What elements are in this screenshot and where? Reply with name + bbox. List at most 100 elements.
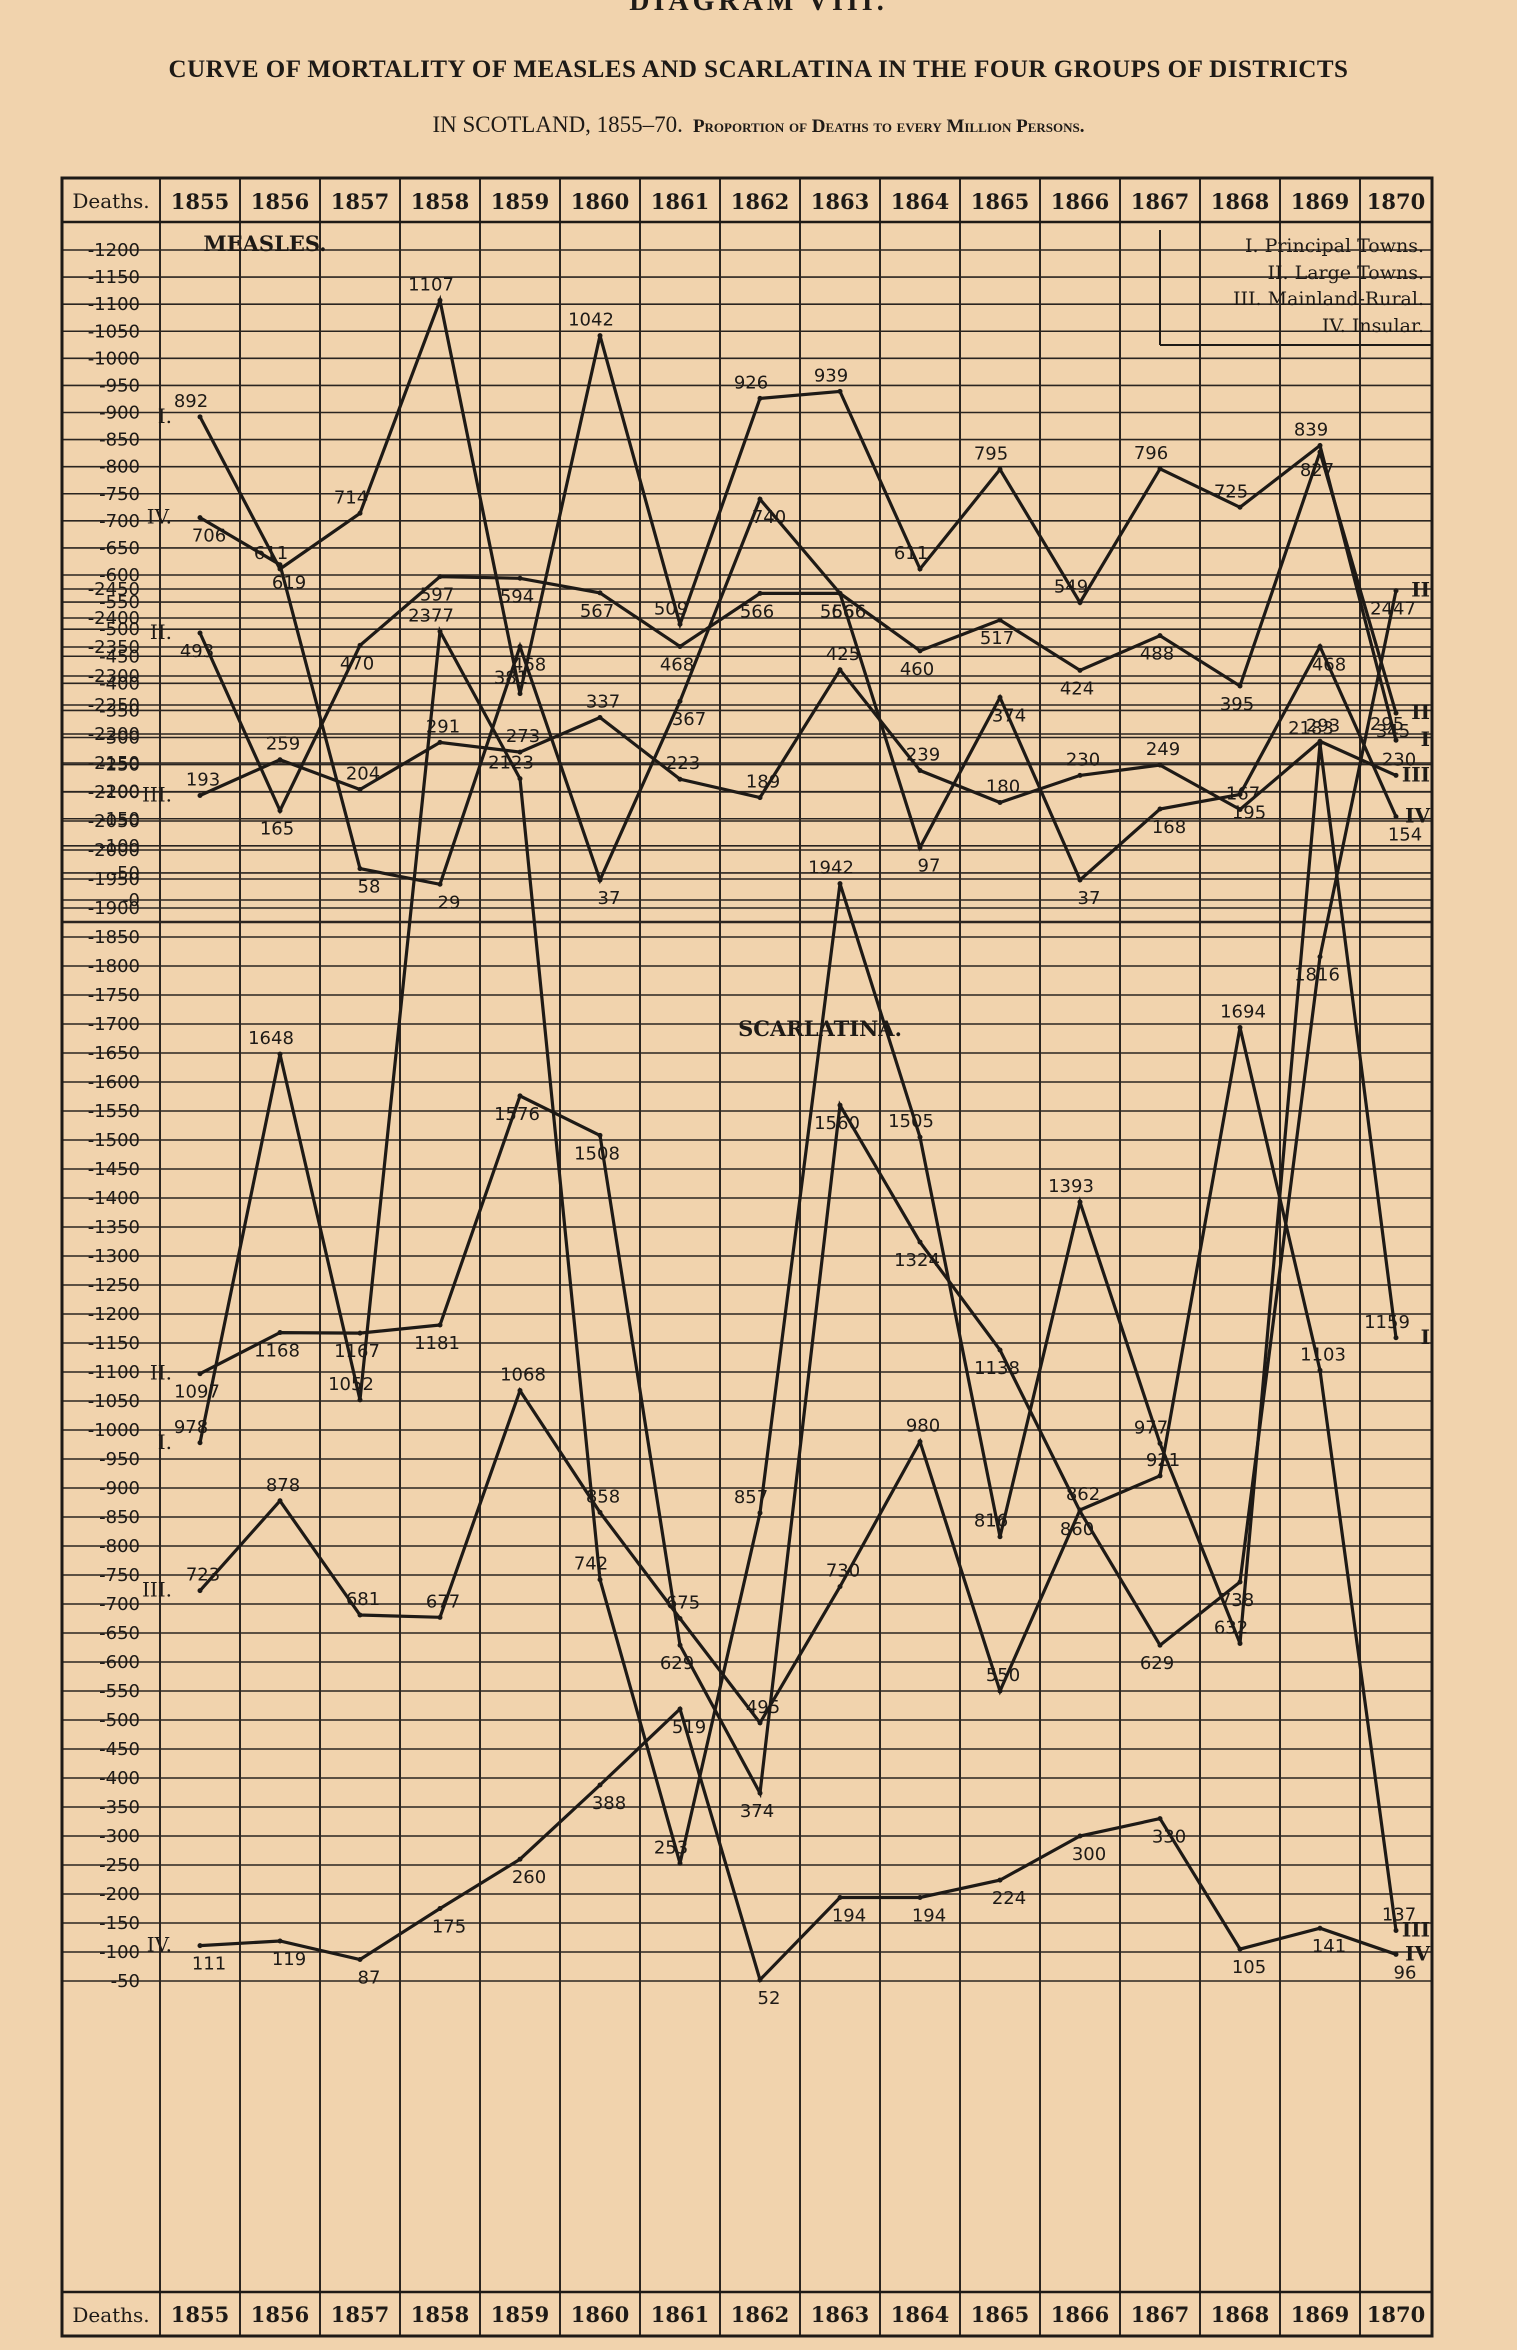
y-tick-label: -2450 [88,579,140,600]
y-tick-label: -1650 [88,1043,140,1064]
data-point [837,1584,843,1590]
data-label: 714 [334,487,368,508]
data-label: 470 [340,653,374,674]
data-point [597,1577,603,1583]
y-tick-label: -800 [99,1536,140,1557]
data-point [757,1790,763,1796]
data-label: 619 [272,573,306,594]
data-point [277,562,283,568]
measles-series-IV: 706 619 58 29 468 37 367 740 566 97 374 37 168 195 468… [147,496,1430,913]
scarlatina-line-III [198,1027,1398,1931]
year-header-label: 1858 [411,189,469,214]
data-label: 677 [426,1591,460,1612]
year-footer-label: 1863 [811,2302,869,2327]
legend: I. Principal Towns. II. Large Towns. III. … [1159,230,1432,346]
scarlatina-series-II: 1097 1168 1167 1181 1576 1508 629 374 1560 1324 11… [150,578,1430,1822]
y-tick-label: -800 [99,457,140,478]
data-label: 168 [1152,817,1186,838]
y-tick-label: -900 [99,1478,140,1499]
y-tick-label: -350 [99,700,140,721]
chart-frame [60,176,1434,2338]
data-point [437,628,443,634]
data-point [517,776,523,782]
scarlatina-line-II [199,590,1398,1799]
data-label: 105 [1232,1957,1266,1978]
data-point [757,496,763,502]
data-point [357,1612,363,1618]
data-label: 1648 [248,1028,294,1049]
data-point [1237,1024,1243,1030]
data-point [917,768,923,774]
data-label: 926 [734,372,768,393]
data-label: 1138 [974,1358,1020,1379]
data-point [277,1330,283,1336]
data-label: 597 [420,585,454,606]
data-point [357,1957,363,1963]
data-label: 175 [432,1917,466,1938]
y-tick-label: -1950 [88,869,140,890]
y-tick-label: -0 [122,890,140,911]
data-label: 291 [426,716,460,737]
series-tag-start: II. [150,1361,172,1385]
data-label: 223 [666,753,700,774]
data-label: 29 [438,892,461,913]
data-point [677,1706,683,1712]
chart-subtitle: Proportion of Deaths to every Million Pe… [692,116,1085,137]
data-label: 857 [734,1487,768,1508]
data-point [1077,600,1083,606]
data-label: 260 [512,1867,546,1888]
year-header-label: 1865 [971,189,1029,214]
data-point [917,1239,923,1245]
year-header-label: 1861 [651,189,709,214]
data-label: 675 [666,1593,700,1614]
data-label: 293 [1306,715,1340,736]
year-footer-label: 1860 [571,2302,629,2327]
data-point [677,1616,683,1621]
data-label: 1816 [1294,965,1340,986]
y-tick-label: -500 [99,619,140,640]
data-point [197,792,203,798]
y-tick-label: -750 [99,484,140,505]
data-point [357,787,363,792]
data-point [1393,1335,1399,1341]
data-label: 224 [992,1888,1026,1909]
y-tick-label: -700 [99,1594,140,1615]
measles-line-I [198,294,1398,741]
y-tick-label: -1200 [88,240,140,261]
year-header-label: 1866 [1051,189,1109,214]
data-label: 425 [826,644,860,665]
y-tick-label: -400 [99,1768,140,1789]
data-point [837,388,843,394]
data-point [1317,644,1323,649]
data-point [1237,1946,1243,1952]
data-point [1157,466,1163,472]
data-label: 253 [654,1837,688,1858]
data-label: 2447 [1370,599,1416,620]
data-label: 2183 [1288,718,1334,739]
data-point [1157,1642,1163,1648]
y-tick-label: -250 [99,755,140,776]
data-label: 611 [254,543,288,564]
data-point [997,1688,1003,1694]
data-point [1237,683,1243,689]
y-tick-label: -950 [99,375,140,396]
series-tag-start: II. [150,620,172,644]
series-tag-end: I [1421,727,1430,751]
data-label: 204 [346,764,380,785]
data-point [1157,1816,1163,1822]
data-point [437,297,443,303]
data-point [357,866,363,872]
data-label: 330 [1152,1827,1186,1848]
series-tag-end: III [1402,762,1430,786]
year-footer-label: 1867 [1131,2302,1189,2327]
data-label: 58 [358,877,381,898]
y-tick-label: -300 [99,1826,140,1847]
data-label: 939 [814,365,848,386]
data-point [357,642,363,648]
data-label: 37 [1078,888,1101,909]
data-label: 858 [586,1486,620,1507]
data-label: 468 [1312,655,1346,676]
y-tick-label: -50 [111,1971,140,1992]
series-tag-start: III. [142,1578,172,1602]
y-tick-label: -350 [99,1797,140,1818]
